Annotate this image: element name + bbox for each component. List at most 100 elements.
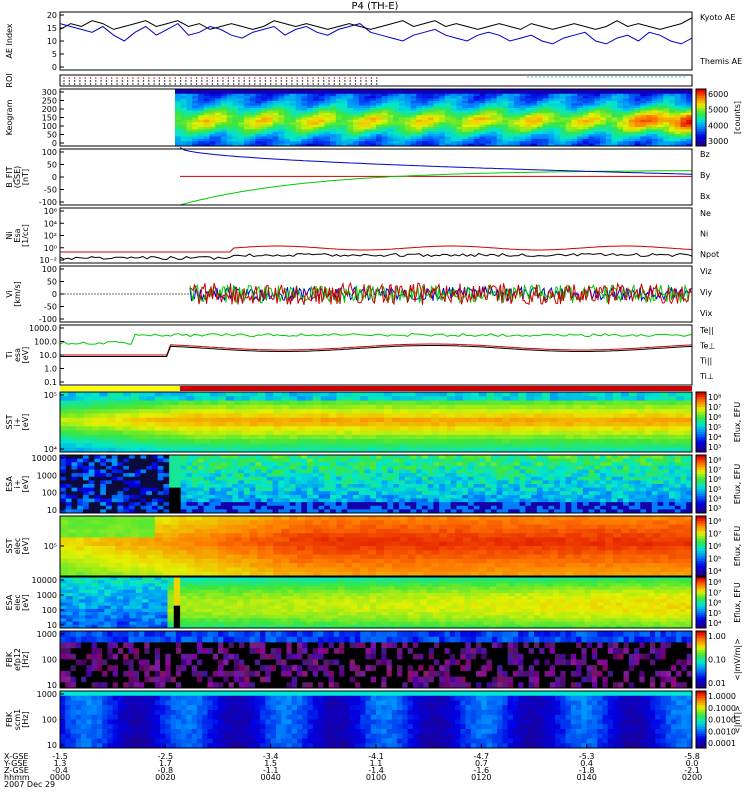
esa-electron-ylabel: [eV] (21, 594, 30, 611)
esa-ion-colorbar-cell (696, 476, 706, 480)
roi-dot (227, 83, 229, 85)
density-ylabel: [1/cc] (21, 224, 30, 247)
fbk-bfield-colorbar-cell (696, 695, 706, 699)
fbk-efield-colorbar-unit: <|mV/m|> (733, 638, 742, 681)
roi-dot (111, 83, 113, 85)
esa-electron-colorbar-cell (696, 589, 706, 593)
fbk-efield-colorbar-tick: 1.00 (708, 632, 726, 641)
roi-dot (587, 76, 589, 78)
esa-electron-colorbar-cell (696, 606, 706, 610)
fbk-bfield-colorbar-cell (696, 719, 706, 723)
xaxis-time-label: 0120 (471, 773, 491, 782)
fbk-bfield-colorbar-cell (696, 691, 706, 694)
esa-ion-colorbar-cell (696, 462, 706, 466)
fbk-bfield-colorbar-cell (696, 726, 706, 730)
sst-ion-colorbar-cell (696, 397, 706, 400)
fbk-bfield-colorbar-cell (696, 702, 706, 706)
roi-dot (349, 83, 351, 85)
sst-electron-ylabel: SST (5, 538, 14, 553)
roi-dot (73, 77, 76, 79)
roi-dot (333, 83, 335, 85)
roi-dot (338, 77, 341, 79)
sst-ion-colorbar-cell (696, 404, 706, 408)
esa-electron-colorbar-cell (696, 585, 706, 589)
roi-dot (583, 76, 585, 78)
sst-electron-colorbar-tick: 10⁶ (708, 542, 721, 551)
esa-ion-colorbar-cell (696, 467, 706, 470)
roi-dot (195, 77, 198, 79)
fbk-efield-colorbar-tick: 0.10 (708, 656, 726, 665)
fbk-efield-colorbar-cell (696, 635, 706, 639)
fbk-bfield-ylabel: FBK (5, 711, 14, 727)
roi-dot (174, 80, 176, 82)
roi-dot (148, 83, 150, 85)
density-legend-1: Ni (700, 230, 708, 239)
roi-dot (169, 83, 171, 85)
fbk-efield-ytick-label: 1000 (37, 630, 57, 639)
keogram-colorbar-cell (696, 138, 706, 142)
roi-dot (323, 77, 325, 79)
roi-dot (635, 76, 637, 78)
roi-dot (195, 80, 198, 82)
roi-dot (354, 80, 357, 82)
fbk-bfield-colorbar-cell (696, 712, 706, 716)
esa-ion-ylabel: i+ (13, 480, 22, 489)
sst-electron-cells (60, 516, 693, 577)
fbk-bfield-colorbar-cell (696, 729, 706, 732)
roi-dot (248, 80, 251, 82)
roi-dot (105, 80, 108, 82)
roi-dot (222, 77, 224, 79)
roi-dot (100, 80, 102, 82)
keogram-colorbar-tick: 6000 (708, 90, 728, 99)
esa-ion-colorbar-tick: 10⁷ (708, 466, 721, 475)
roi-dot (153, 77, 155, 79)
fbk-bfield-colorbar-tick: 0.0010 (708, 727, 736, 736)
velocity-dot (181, 293, 183, 295)
sst-electron-ylabel: elec (13, 538, 22, 554)
roi-dot (567, 76, 569, 78)
density-ytick-label: 10⁻² (39, 256, 57, 265)
esa-ion-colorbar-tick: 10⁴ (708, 494, 721, 503)
roi-dot (79, 83, 81, 85)
roi-dot (595, 76, 597, 78)
velocity-dot (94, 293, 96, 295)
xaxis-time-label: 0100 (366, 773, 386, 782)
roi-dot (100, 77, 102, 79)
esa-ion-colorbar-cell (696, 481, 706, 485)
sst-ion-colorbar-cell (696, 447, 706, 450)
esa-electron-colorbar-cell (696, 596, 706, 599)
velocity-dot (184, 293, 186, 295)
roi-dot (338, 80, 341, 82)
b-field-ytick-label: 50 (47, 161, 57, 170)
velocity-dot (151, 293, 153, 295)
temperature-ylabel: Ti (5, 352, 14, 360)
roi-dot (132, 83, 134, 85)
roi-dot (116, 77, 118, 79)
roi-dot (89, 80, 92, 82)
page-title: P4 (TH-E) (351, 1, 399, 12)
roi-dot (280, 77, 282, 79)
roi-dot (153, 83, 155, 85)
fbk-efield-colorbar-cell (696, 657, 706, 660)
esa-ion-colorbar-tick: 10⁶ (708, 475, 721, 484)
density-ylabel: Esa (13, 228, 22, 242)
density-ytick-label: 10⁴ (44, 219, 57, 228)
fbk-bfield-colorbar-cell (696, 705, 706, 709)
roi-dot (317, 83, 320, 85)
sst-ion-frame (59, 391, 693, 453)
fbk-bfield-ytick-label: 1000 (37, 690, 57, 699)
roi-dot (301, 80, 304, 82)
xaxis-row-label-4: 2007 Dec 29 (4, 780, 55, 789)
roi-dot (365, 83, 367, 85)
sst-ion-colorbar-cell (696, 434, 706, 438)
velocity-ylabel: Vi (5, 290, 14, 298)
sst-electron-colorbar-cell (696, 521, 706, 524)
roi-dot (243, 77, 245, 79)
roi-dot (328, 77, 330, 79)
velocity-dot (130, 293, 132, 295)
roi-dot (63, 83, 65, 85)
roi-dot (338, 83, 341, 85)
sst-electron-colorbar-cell (696, 543, 706, 547)
roi-dot (89, 83, 92, 85)
roi-dot (174, 77, 176, 79)
